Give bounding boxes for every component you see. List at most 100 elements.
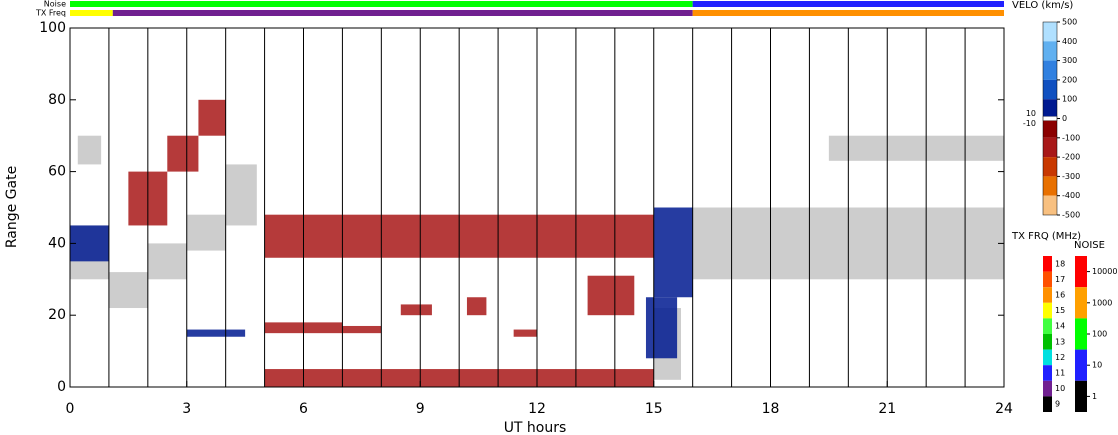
velocity-colorbar-cell: [1043, 118, 1057, 138]
y-tick-label: 40: [48, 235, 66, 251]
velocity-colorbar-cell: [1043, 60, 1057, 80]
scatter-region: [167, 135, 199, 172]
tx-tick-label: 14: [1055, 322, 1065, 331]
ground-scatter: [225, 164, 257, 226]
x-tick-label: 24: [995, 401, 1013, 417]
velocity-tick-label: 0: [1062, 114, 1067, 123]
scatter-region: [186, 329, 246, 337]
x-axis-label: UT hours: [504, 420, 567, 435]
tx-label: TX Freq: [35, 9, 66, 18]
velocity-tick-label: -200: [1062, 153, 1080, 162]
tx-colorbar-cell: [1043, 349, 1052, 366]
tx-tick-label: 18: [1055, 259, 1065, 268]
tx-colorbar-cell: [1043, 256, 1052, 272]
velocity-colorbar-cell: [1043, 99, 1057, 119]
velocity-zero-label: 10: [1026, 109, 1036, 118]
scatter-region: [513, 329, 537, 337]
velocity-colorbar-cell: [1043, 195, 1057, 215]
scatter-region: [587, 275, 635, 316]
noise-title: NOISE: [1074, 240, 1105, 251]
x-tick-label: 9: [416, 401, 425, 417]
y-tick-label: 100: [39, 20, 66, 36]
tx-strip: [692, 10, 1004, 16]
tx-colorbar-cell: [1043, 334, 1052, 350]
tx-tick-label: 13: [1055, 337, 1065, 346]
ground-scatter: [186, 214, 226, 251]
velocity-title: VELO (km/s): [1012, 0, 1073, 11]
tx-colorbar-cell: [1043, 287, 1052, 303]
noise-colorbar-cell: [1075, 349, 1087, 381]
noise-tick-label: 10000: [1092, 267, 1117, 276]
y-tick-label: 60: [48, 164, 66, 180]
tx-tick-label: 10: [1055, 384, 1065, 393]
velocity-tick-label: 200: [1062, 75, 1077, 84]
x-tick-label: 6: [299, 401, 308, 417]
tx-title: TX FRQ (MHz): [1011, 231, 1081, 242]
y-tick-label: 80: [48, 92, 66, 108]
scatter-region: [400, 304, 432, 316]
velocity-zero-label: -10: [1023, 119, 1036, 128]
tx-colorbar-cell: [1043, 365, 1052, 381]
tx-tick-label: 12: [1055, 353, 1065, 362]
tx-colorbar-cell: [1043, 396, 1052, 412]
noise-colorbar-cell: [1075, 287, 1087, 319]
tx-colorbar-cell: [1043, 271, 1052, 288]
scatter-region: [198, 99, 226, 136]
velocity-tick-label: 500: [1062, 18, 1077, 27]
velocity-tick-label: 100: [1062, 95, 1077, 104]
ground-scatter: [828, 135, 1004, 161]
tx-strip: [112, 10, 693, 16]
ground-scatter: [147, 243, 187, 280]
noise-tick-label: 100: [1092, 330, 1107, 339]
tx-tick-label: 11: [1055, 369, 1065, 378]
noise-colorbar-cell: [1075, 256, 1087, 288]
velocity-tick-label: -400: [1062, 191, 1080, 200]
noise-colorbar-cell: [1075, 318, 1087, 350]
scatter-region: [653, 207, 693, 298]
tx-colorbar-cell: [1043, 380, 1052, 397]
tx-tick-label: 15: [1055, 306, 1065, 315]
noise-label: Noise: [44, 0, 66, 9]
noise-strip: [70, 1, 693, 7]
tx-tick-label: 16: [1055, 291, 1065, 300]
velocity-tick-label: -500: [1062, 211, 1080, 220]
velocity-tick-label: 400: [1062, 37, 1077, 46]
noise-strip: [692, 1, 1004, 7]
velocity-colorbar-cell: [1043, 176, 1057, 196]
ground-scatter: [108, 272, 148, 309]
noise-tick-label: 1000: [1092, 298, 1112, 307]
x-tick-label: 3: [182, 401, 191, 417]
x-tick-label: 15: [645, 401, 663, 417]
tx-strip: [70, 10, 113, 16]
scatter-region: [466, 297, 487, 316]
x-tick-label: 12: [528, 401, 546, 417]
velocity-tick-label: 300: [1062, 56, 1077, 65]
tx-tick-label: 9: [1055, 400, 1060, 409]
velocity-tick-label: -100: [1062, 133, 1080, 142]
tx-tick-label: 17: [1055, 275, 1065, 284]
velocity-colorbar-frame: [1042, 21, 1058, 216]
velocity-colorbar-cell: [1043, 137, 1057, 158]
scatter-region: [342, 325, 382, 334]
velocity-colorbar-cell: [1043, 41, 1057, 61]
tx-colorbar-cell: [1043, 318, 1052, 334]
y-axis-label: Range Gate: [4, 166, 20, 248]
scatter-region: [645, 297, 678, 359]
velocity-colorbar-cell: [1043, 22, 1057, 42]
velocity-zero-band: [1042, 116, 1058, 121]
velocity-tick-label: -300: [1062, 172, 1080, 181]
ground-scatter: [77, 135, 102, 165]
noise-tick-label: 10: [1092, 361, 1102, 370]
noise-tick-label: 1: [1092, 392, 1097, 401]
velocity-colorbar-cell: [1043, 79, 1057, 100]
y-tick-label: 0: [57, 379, 66, 395]
x-tick-label: 18: [762, 401, 780, 417]
tx-colorbar-cell: [1043, 302, 1052, 319]
x-tick-label: 0: [66, 401, 75, 417]
x-tick-label: 21: [878, 401, 896, 417]
y-tick-label: 20: [48, 307, 66, 323]
scatter-region: [70, 225, 109, 262]
noise-colorbar-cell: [1075, 380, 1087, 412]
velocity-colorbar-cell: [1043, 157, 1057, 177]
